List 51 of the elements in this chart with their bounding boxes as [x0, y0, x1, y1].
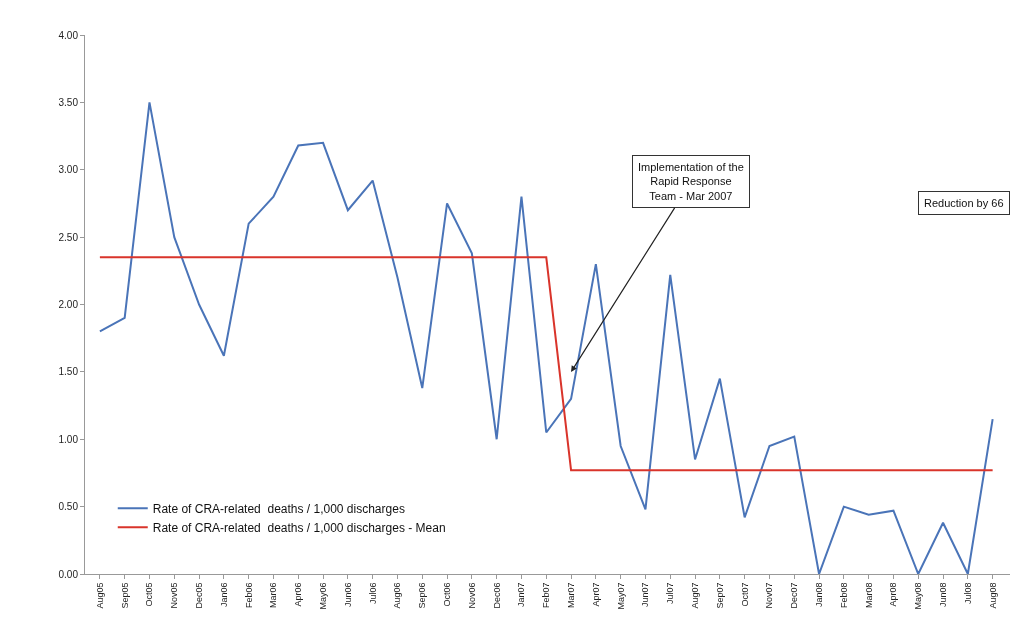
x-tick-label: Aug07 — [689, 582, 700, 609]
x-tick-label: Jun07 — [640, 582, 651, 608]
x-tick-label: Aug08 — [987, 582, 998, 609]
x-tick-label: Nov06 — [466, 582, 477, 609]
x-tick-label: Nov07 — [764, 582, 775, 609]
x-tick-label: Jul07 — [665, 582, 676, 605]
y-tick-label: 2.50 — [58, 231, 79, 243]
x-tick-label: Sep06 — [417, 582, 428, 609]
x-tick-label: Dec07 — [789, 582, 800, 609]
y-tick-label: 1.00 — [58, 433, 79, 445]
x-tick-label: Nov05 — [169, 582, 180, 609]
x-tick-label: Feb07 — [541, 582, 552, 609]
x-tick-label: Oct05 — [144, 582, 155, 607]
x-tick-label: Apr07 — [590, 582, 601, 607]
x-tick-label: Oct07 — [739, 582, 750, 607]
x-tick-label: Feb08 — [838, 582, 849, 609]
legend-label: Rate of CRA-related deaths / 1,000 discharges - Mean — [152, 520, 446, 535]
x-tick-label: Dec05 — [194, 582, 205, 609]
y-tick-label: 0.00 — [58, 568, 79, 580]
y-tick-label: 4.00 — [58, 29, 79, 41]
y-tick-label: 0.50 — [58, 501, 79, 513]
x-tick-label: May08 — [913, 582, 924, 610]
x-tick-label: Feb06 — [243, 582, 254, 609]
x-tick-label: Jan06 — [218, 582, 229, 608]
x-tick-label: Mar08 — [863, 582, 874, 609]
x-tick-label: Sep05 — [119, 582, 130, 609]
y-tick-label: 2.00 — [58, 299, 79, 310]
y-tick-label: 3.00 — [58, 164, 79, 176]
x-tick-label: Apr06 — [293, 582, 304, 607]
x-tick-label: May06 — [317, 582, 328, 610]
x-tick-label: Mar06 — [268, 582, 279, 609]
annotation: Implementation of the Rapid Response Team - Mar 2007 — [638, 161, 744, 202]
annotation: Reduction by 66 — [924, 197, 1004, 209]
y-tick-label: 3.50 — [58, 96, 79, 108]
x-tick-label: Aug06 — [392, 582, 403, 609]
x-tick-label: Jun06 — [342, 582, 353, 608]
x-tick-label: May07 — [615, 582, 626, 610]
x-tick-label: Apr08 — [888, 582, 899, 607]
line-series — [98, 101, 994, 574]
x-tick-label: Jul08 — [962, 582, 973, 605]
x-tick-label: Jul06 — [367, 582, 378, 605]
legend-label: Rate of CRA-related deaths / 1,000 discharges — [152, 501, 405, 516]
x-tick-label: Jun08 — [937, 582, 948, 608]
x-tick-label: Sep07 — [714, 582, 725, 609]
x-tick-label: Jan08 — [813, 582, 824, 608]
y-tick-label: 1.50 — [58, 366, 79, 378]
x-tick-label: Mar07 — [565, 582, 576, 609]
x-tick-label: Aug05 — [94, 582, 105, 609]
x-tick-label: Dec06 — [491, 582, 502, 609]
x-tick-label: Oct06 — [441, 582, 452, 607]
x-tick-label: Jan07 — [516, 582, 527, 608]
